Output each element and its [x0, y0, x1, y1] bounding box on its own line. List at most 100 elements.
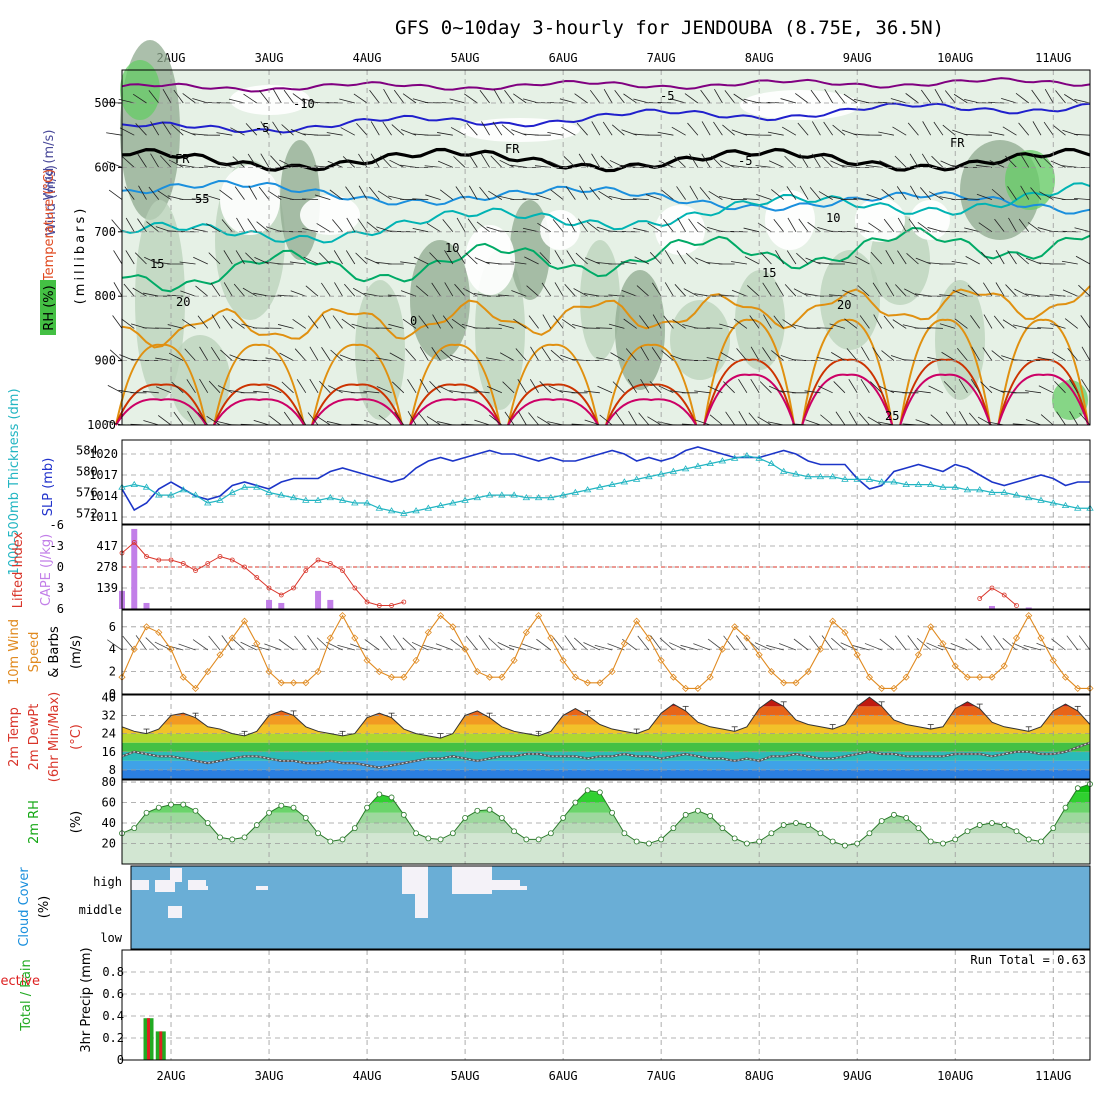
- wind-barb: [866, 193, 882, 200]
- wind-barb: [762, 347, 772, 361]
- wind-barb: [784, 284, 797, 297]
- wind-barb: [708, 190, 723, 200]
- warm-dome-contour: [801, 358, 894, 426]
- wind-barb: [326, 132, 343, 136]
- wind-barb: [493, 88, 503, 104]
- wind-barb: [795, 93, 809, 104]
- lifted-marker: [401, 599, 407, 605]
- wind-barb: [258, 90, 270, 104]
- day-label-bottom: 6AUG: [549, 1069, 578, 1083]
- wind-barb: [660, 350, 674, 361]
- warm-dome-contour: [409, 398, 501, 426]
- day-label-top: 3AUG: [255, 51, 284, 65]
- cloud-level-middle: middle: [79, 903, 122, 917]
- wind-barb: [787, 217, 797, 233]
- rh2m-marker: [829, 838, 836, 845]
- wind-barb: [921, 89, 932, 104]
- wind-barb: [1075, 255, 1091, 265]
- thickness-marker: [387, 507, 396, 514]
- wind-barb: [748, 412, 760, 426]
- wind-barb: [676, 250, 686, 265]
- wind-barb: [701, 153, 711, 168]
- thickness-marker: [289, 493, 298, 501]
- wind-barb: [247, 153, 258, 168]
- precip-frame: [121, 949, 1091, 1061]
- wind-barb: [122, 156, 135, 168]
- wind-barb: [1051, 351, 1066, 361]
- contour-label: 10: [826, 211, 840, 225]
- precip-panel: 0.8 0.6 0.4 0.2 0 Run Total = 0.63 Total / R…: [0, 947, 1091, 1067]
- wind-barb: [892, 126, 907, 136]
- wind-barb: [757, 416, 772, 426]
- wind-speed-marker: [449, 623, 457, 631]
- wind-barb: [954, 318, 968, 329]
- wind-barb: [248, 185, 258, 200]
- wind-barb: [768, 160, 784, 168]
- wind-barb: [636, 285, 650, 297]
- wind-barb: [455, 186, 466, 200]
- rh2m-marker: [756, 838, 763, 845]
- wind-barb: [138, 185, 147, 200]
- wind-barb: [718, 294, 735, 297]
- thickness-marker: [596, 483, 604, 490]
- wind-barb: [253, 419, 270, 426]
- day-label-bottom: 7AUG: [647, 1069, 676, 1083]
- wind-barb: [247, 218, 258, 233]
- wind-barb: [780, 98, 797, 104]
- wind-barb: [370, 121, 380, 136]
- cape-bar: [266, 599, 273, 609]
- wind-barb: [843, 93, 858, 104]
- warm-dome-contour: [213, 383, 305, 426]
- cape-bar: [327, 599, 334, 609]
- wind10m-barb: [680, 644, 699, 651]
- rh2m-marker: [707, 812, 714, 819]
- thickness-marker: [927, 480, 935, 488]
- wind-barb: [353, 93, 368, 104]
- wind-barb: [596, 357, 613, 361]
- wind-barb: [321, 282, 331, 297]
- wind-barb: [905, 93, 919, 104]
- wind-barb: [402, 93, 417, 104]
- wind-barb: [657, 131, 674, 136]
- wind-speed-marker: [191, 684, 200, 692]
- wind-barb: [223, 250, 233, 265]
- dewpt-line-inner: [121, 742, 1091, 769]
- wind-barb: [358, 153, 368, 168]
- wind-barb: [258, 186, 270, 200]
- wind-background: [122, 610, 1090, 694]
- wind-barb: [1032, 121, 1042, 136]
- wind-barb: [709, 414, 723, 426]
- thickness-series: [118, 446, 1094, 516]
- wind-barb: [796, 252, 809, 265]
- thickness-marker: [743, 451, 751, 459]
- thickness-marker: [191, 491, 200, 498]
- wind-barb: [824, 88, 834, 104]
- wind-barb: [210, 282, 221, 297]
- wind-speed-marker: [302, 679, 310, 687]
- thickness-marker: [632, 475, 641, 482]
- warm-dome-contour: [507, 398, 599, 426]
- wind-barb: [897, 250, 907, 265]
- thickness-marker: [828, 472, 837, 480]
- wind-barb: [564, 283, 576, 297]
- wind-barb: [370, 153, 380, 168]
- wind-speed-marker: [289, 679, 298, 687]
- wind-barb: [279, 352, 294, 361]
- ylabel-cloud-2: (%): [37, 896, 52, 919]
- wind-barb: [184, 348, 196, 361]
- wind-barb: [608, 323, 625, 329]
- wind-barb: [444, 250, 454, 265]
- day-label-bottom: 9AUG: [843, 1069, 872, 1083]
- wind-barb: [651, 347, 662, 361]
- wind-barb: [964, 227, 980, 233]
- wind-barb: [959, 411, 968, 426]
- wind-barb: [807, 221, 821, 233]
- cape-bar: [278, 602, 285, 609]
- wind-barb: [554, 282, 564, 297]
- cape-tick-right: 417: [96, 539, 118, 553]
- wind-speed-marker: [657, 656, 665, 664]
- wind-barb: [804, 390, 821, 394]
- wind-barb: [254, 257, 270, 265]
- wind-barb: [676, 186, 686, 200]
- wind-barb: [1061, 260, 1078, 265]
